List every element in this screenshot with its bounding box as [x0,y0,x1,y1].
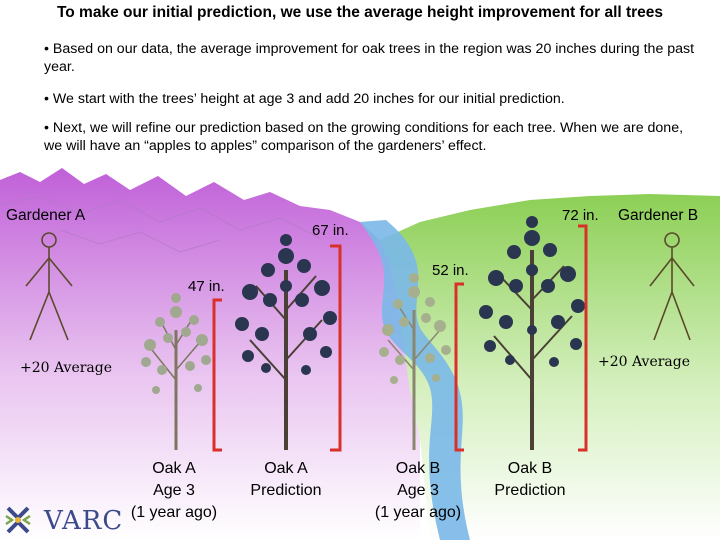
oak-b-age3-tree [379,273,451,450]
slide-title: To make our initial prediction, we use t… [56,4,664,21]
bracket-oak-b-age3 [454,282,464,452]
bullet-initial-prediction: • We start with the trees’ height at age… [44,91,565,107]
caption-line: Oak A [264,460,308,477]
caption-line: Prediction [250,482,322,499]
caption-oak-b-prediction: Oak B Prediction [480,458,580,502]
right-field [380,194,720,540]
bullet-refine-prediction: • Next, we will refine our prediction ba… [44,120,684,154]
caption-line: Oak A [152,460,196,477]
average-label-left: +20 Average [20,360,113,376]
gardener-a-label: Gardener A [6,207,86,224]
caption-oak-a-prediction: Oak A Prediction [236,458,336,502]
caption-line: (1 year ago) [374,504,462,521]
caption-line: Oak B [507,460,553,477]
varc-logo-icon [5,506,31,534]
average-label-right: +20 Average [598,354,691,370]
caption-line: Oak B [395,460,441,477]
bracket-oak-a-age3 [212,298,222,452]
gardener-b-figure [649,232,695,341]
bullet-average-improvement: • Based on our data, the average improve… [44,41,695,75]
caption-oak-a-age3: Oak A Age 3 (1 year ago) [118,458,230,524]
caption-line: Age 3 [153,482,195,499]
mountain-lines [0,195,321,253]
river [360,220,470,540]
gardener-b-label: Gardener B [618,207,699,224]
height-oak-a-prediction: 67 in. [312,222,349,239]
height-oak-b-prediction: 72 in. [562,207,599,224]
bracket-oak-a-prediction [330,244,342,452]
gardener-a-figure [25,232,73,341]
caption-oak-b-age3: Oak B Age 3 (1 year ago) [362,458,474,524]
caption-line: Prediction [494,482,566,499]
oak-a-age3-tree [141,293,211,450]
height-brackets [212,224,588,452]
caption-line: Age 3 [397,482,439,499]
oak-b-prediction-tree [479,216,585,450]
caption-line: (1 year ago) [130,504,218,521]
left-field [0,168,420,540]
varc-logo-text: VARC [44,506,124,536]
oak-a-prediction-tree [235,234,337,450]
height-oak-a-age3: 47 in. [188,278,225,295]
bracket-oak-b-prediction [578,224,588,452]
height-oak-b-age3: 52 in. [432,262,469,279]
